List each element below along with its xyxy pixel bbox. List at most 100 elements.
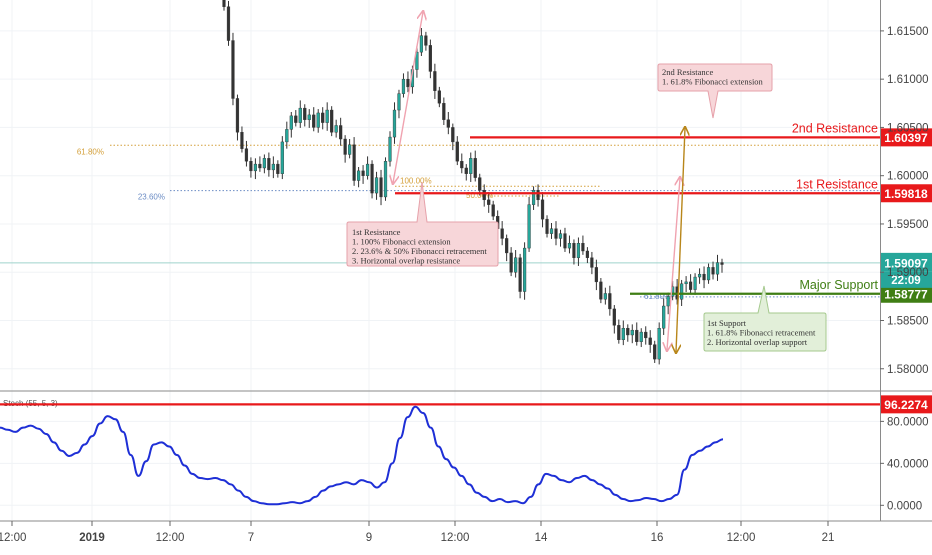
candle <box>572 239 576 265</box>
candle-body <box>608 293 612 310</box>
candle <box>522 242 527 300</box>
candle-body <box>451 127 455 143</box>
candle <box>608 285 612 316</box>
candle <box>540 192 545 228</box>
candle <box>276 160 280 178</box>
candle <box>653 340 657 363</box>
candle-body <box>339 125 343 140</box>
overbought-tag <box>881 395 932 414</box>
price-tick-label: 1.61000 <box>887 74 929 86</box>
candle-body <box>325 109 329 123</box>
candle-body <box>280 141 284 174</box>
candle-body <box>258 163 262 169</box>
candle-body <box>235 98 240 133</box>
candle <box>473 150 477 182</box>
candle <box>711 261 715 280</box>
price-tick-label: 1.60500 <box>887 122 929 134</box>
callout-text: 3. Horizontal overlap resistance <box>352 256 460 266</box>
candle-body <box>446 119 450 128</box>
stoch-line <box>0 405 724 506</box>
candle-body <box>621 328 625 341</box>
candle-body <box>567 243 572 249</box>
candle-body <box>500 228 504 239</box>
countdown-text: 22:09 <box>891 275 920 287</box>
candle-body <box>469 158 473 174</box>
candle <box>464 164 468 181</box>
callout-box <box>346 181 499 267</box>
time-tick-label: 12:00 <box>727 532 756 544</box>
candle <box>258 156 262 172</box>
candle-body <box>392 109 397 138</box>
candle-body <box>662 305 666 329</box>
candle-body <box>657 328 661 360</box>
candle <box>626 324 630 342</box>
candle <box>720 258 724 273</box>
candle-body <box>433 71 437 91</box>
callout-text: 2. 23.6% & 50% Fibonacci retracement <box>352 246 487 256</box>
candle <box>262 154 266 174</box>
candle <box>706 263 711 284</box>
callout-text: 1. 100% Fibonacci extension <box>352 237 451 247</box>
candle-body <box>527 204 531 249</box>
level-price-text: 1.60397 <box>884 131 928 145</box>
candle <box>581 235 585 255</box>
candle <box>509 247 513 277</box>
candle <box>505 234 509 262</box>
candle-body <box>249 161 253 172</box>
candle <box>697 268 702 284</box>
candle-body <box>693 276 697 290</box>
candle-body <box>285 129 289 143</box>
candle <box>235 94 240 141</box>
candle-body <box>419 35 424 53</box>
candle-body <box>711 267 715 275</box>
time-tick-label: 12:00 <box>441 532 470 544</box>
candle-body <box>312 114 316 128</box>
candle-body <box>442 103 446 120</box>
candle-body <box>572 243 576 258</box>
level-price-text: 1.58777 <box>884 287 928 301</box>
candle <box>285 121 289 149</box>
candle-body <box>612 308 616 326</box>
candle-body <box>262 158 266 169</box>
candle-body <box>684 281 688 285</box>
candle-body <box>540 199 545 220</box>
candle <box>428 39 432 79</box>
candle-body <box>330 109 334 133</box>
candle-body <box>356 170 361 181</box>
candle-body <box>644 331 648 339</box>
candle <box>289 111 293 138</box>
fib-ext-arrow <box>676 128 685 352</box>
candle-body <box>666 296 670 307</box>
candle <box>365 156 370 180</box>
candle <box>446 111 450 135</box>
candle-body <box>648 337 652 345</box>
candle <box>370 160 374 199</box>
price-tick-label: 1.59500 <box>887 219 929 231</box>
candle-body <box>361 170 365 176</box>
candle <box>383 157 388 201</box>
candle-body <box>379 177 383 198</box>
time-tick-label: 9 <box>366 532 372 544</box>
candle-body <box>374 177 379 194</box>
candle-body <box>316 112 320 128</box>
candle-body <box>590 257 594 268</box>
candle-body <box>343 138 347 155</box>
candle-body <box>688 281 693 290</box>
candle-body <box>653 344 657 360</box>
candle <box>576 237 581 266</box>
candle-body <box>276 163 280 174</box>
candle-body <box>514 257 518 273</box>
candle-body <box>226 6 231 41</box>
candle <box>253 158 258 180</box>
candle <box>379 169 383 206</box>
callout-text: 2nd Resistance <box>662 67 713 77</box>
candle <box>657 322 661 365</box>
overbought-text: 96.2274 <box>884 398 928 412</box>
candle <box>585 247 590 264</box>
candle <box>343 135 347 163</box>
